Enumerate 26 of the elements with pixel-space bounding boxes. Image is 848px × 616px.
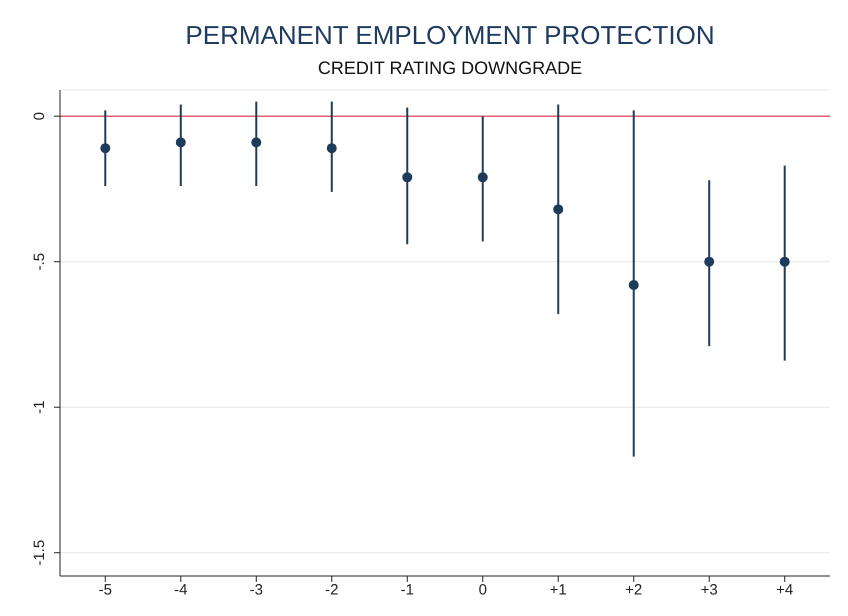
x-tick-label: +3: [700, 582, 718, 599]
point: [478, 172, 488, 182]
point: [704, 256, 714, 267]
x-tick-label: +2: [625, 582, 642, 599]
point: [326, 143, 337, 154]
x-tick-label: -5: [98, 582, 112, 599]
chart-subtitle: CREDIT RATING DOWNGRADE: [316, 58, 584, 79]
x-tick-label: +1: [550, 582, 567, 599]
point: [780, 256, 790, 267]
point: [553, 204, 564, 214]
x-tick-label: -4: [174, 582, 188, 599]
point: [100, 143, 110, 154]
point: [628, 280, 639, 290]
x-tick-label: +4: [776, 582, 794, 599]
point: [251, 137, 262, 148]
y-tick-label: -1: [31, 400, 48, 414]
y-tick-label: 0: [31, 112, 48, 120]
x-tick-label: 0: [478, 582, 487, 599]
x-tick-label: -1: [400, 582, 414, 599]
chart-title: PERMANENT EMPLOYMENT PROTECTION: [184, 20, 716, 51]
y-tick-label: -.5: [31, 252, 48, 270]
point: [402, 172, 412, 182]
y-tick-label: -1.5: [31, 540, 48, 566]
point: [176, 137, 186, 148]
x-tick-label: -3: [250, 582, 263, 599]
x-tick-label: -2: [325, 582, 338, 599]
